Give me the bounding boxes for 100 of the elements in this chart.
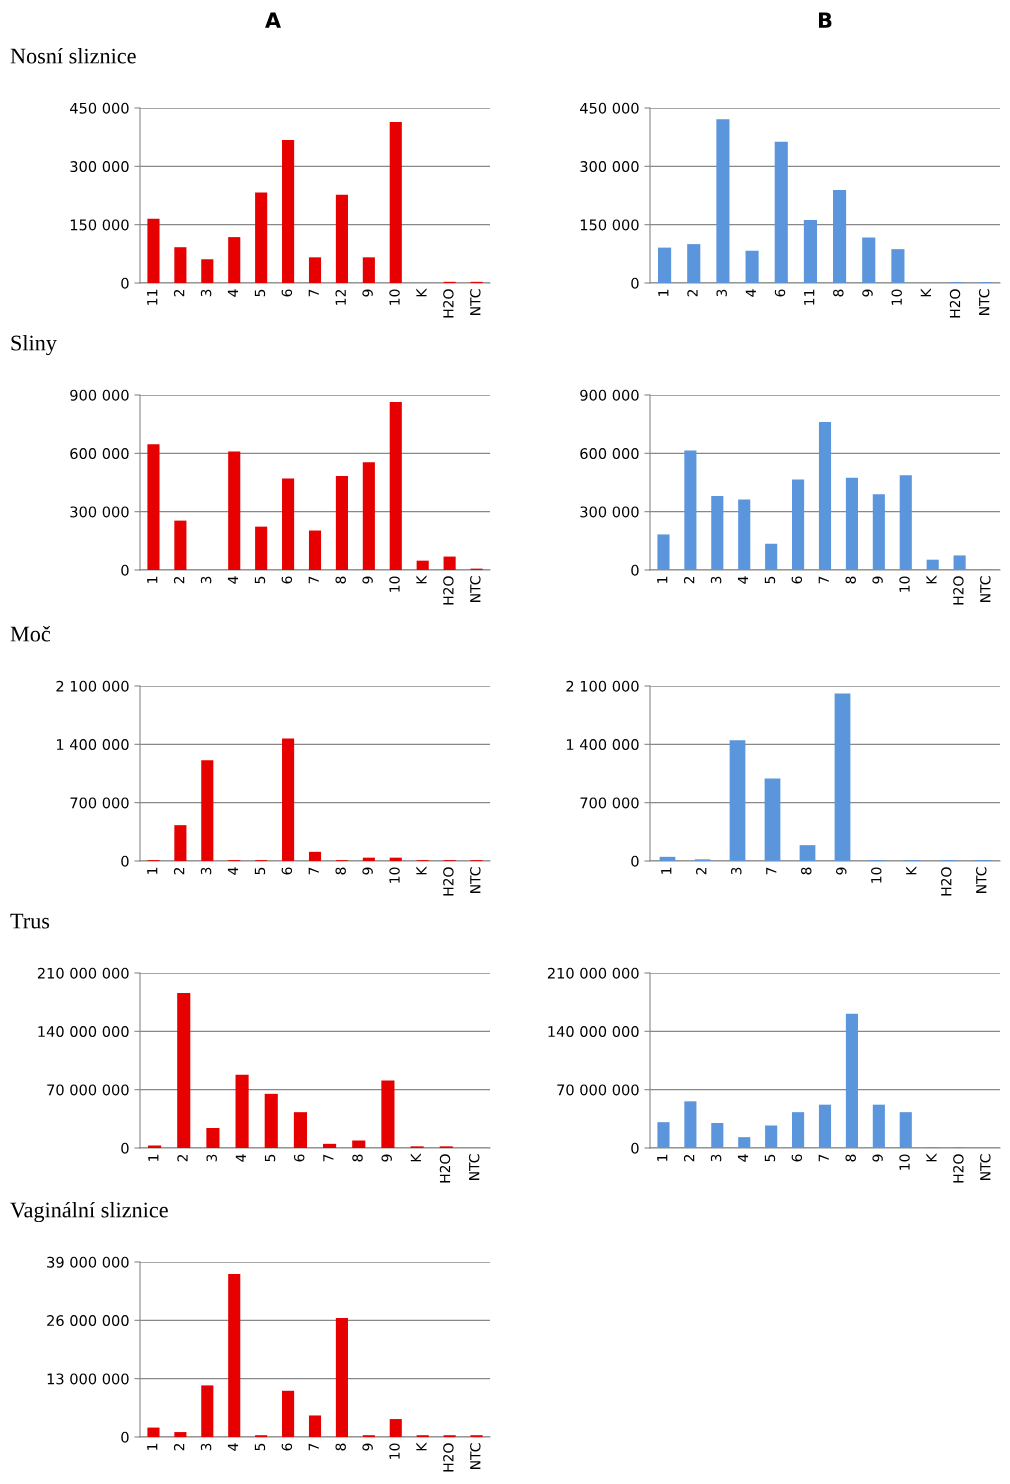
bar: [282, 139, 295, 283]
y-tick-label: 300 000: [580, 506, 639, 518]
x-tick-label: 3: [710, 1154, 722, 1162]
x-tick-label: 4: [227, 289, 239, 297]
bar: [228, 451, 241, 570]
x-tick-label: 5: [254, 867, 266, 875]
x-tick-label: 2: [683, 576, 695, 584]
x-tick-label: K: [416, 866, 427, 875]
bar: [282, 1390, 295, 1437]
x-tick-label: 5: [264, 1154, 276, 1162]
y-tick-label: 2 100 000: [56, 680, 129, 692]
x-tick-label: 8: [845, 1154, 856, 1162]
x-tick-label: 11: [804, 289, 815, 305]
x-tick-label: 2: [177, 1154, 188, 1162]
bar: [803, 220, 817, 283]
bar: [228, 1274, 241, 1437]
bar: [711, 1123, 724, 1148]
x-tick-label: 1: [657, 576, 668, 583]
chart-title: Sliny: [11, 334, 57, 356]
bar: [738, 499, 751, 570]
x-tick-label: 3: [200, 576, 212, 584]
bar: [228, 237, 241, 283]
bar: [293, 1112, 307, 1148]
text: A: [265, 12, 281, 28]
bar: [899, 1112, 912, 1148]
x-tick-label: 10: [899, 576, 910, 592]
x-tick-label: 3: [200, 289, 212, 297]
x-tick-label: 5: [254, 576, 266, 584]
x-tick-label: 1: [658, 289, 669, 296]
x-tick-label: NTC: [470, 576, 481, 602]
x-tick-label: 10: [899, 1154, 910, 1170]
x-tick-label: K: [906, 866, 917, 875]
bar: [799, 845, 816, 861]
x-tick-label: NTC: [978, 289, 990, 315]
x-tick-label: 5: [254, 1443, 266, 1451]
x-tick-label: 4: [227, 1443, 239, 1451]
y-tick-label: 0: [121, 1142, 129, 1154]
y-tick-label: 0: [121, 564, 129, 576]
x-tick-label: 4: [227, 867, 239, 875]
x-tick-label: 8: [335, 1443, 346, 1451]
y-tick-label: 150 000: [70, 219, 129, 231]
x-tick-label: 3: [716, 289, 727, 297]
x-tick-label: NTC: [980, 576, 991, 602]
bar: [711, 495, 724, 570]
bar: [416, 560, 429, 570]
x-tick-label: 6: [281, 576, 293, 584]
x-tick-label: 5: [764, 1154, 776, 1162]
bar: [147, 444, 160, 570]
bar: [872, 1104, 885, 1148]
x-tick-label: NTC: [468, 1154, 480, 1180]
x-tick-label: 3: [200, 867, 212, 875]
x-tick-label: 2: [173, 289, 185, 297]
bar: [745, 250, 759, 283]
x-tick-label: 6: [281, 1443, 293, 1451]
x-tick-label: 6: [281, 289, 293, 297]
y-tick-label: 0: [631, 277, 639, 289]
bar: [174, 1432, 187, 1437]
x-tick-label: 9: [872, 1154, 883, 1162]
y-tick-label: 150 000: [580, 219, 639, 231]
x-tick-label: H2O: [443, 1443, 454, 1472]
x-tick-label: 2: [173, 867, 185, 875]
bar: [362, 857, 375, 861]
y-tick-label: 900 000: [70, 389, 129, 401]
x-tick-label: 6: [791, 576, 803, 584]
x-tick-label: 9: [362, 576, 373, 584]
x-tick-label: 8: [833, 289, 844, 297]
x-tick-label: 8: [335, 576, 346, 584]
x-tick-label: 2: [683, 1154, 695, 1162]
x-tick-label: 5: [254, 289, 266, 297]
y-tick-label: 0: [121, 1431, 129, 1443]
x-tick-label: 3: [206, 1154, 217, 1162]
bar: [659, 856, 676, 861]
bar: [174, 247, 187, 283]
bar: [264, 1093, 278, 1148]
text: B: [818, 12, 832, 28]
bar: [684, 450, 697, 570]
bar: [389, 402, 402, 570]
x-tick-label: H2O: [439, 1154, 451, 1183]
bar: [872, 494, 885, 570]
bar: [282, 738, 295, 861]
y-tick-label: 70 000 000: [47, 1084, 129, 1096]
x-tick-label: 10: [389, 576, 400, 592]
x-tick-label: 2: [173, 576, 185, 584]
bar: [147, 1427, 160, 1437]
y-tick-label: 700 000: [70, 797, 129, 809]
x-tick-label: 8: [335, 867, 346, 875]
x-tick-label: 1: [148, 1154, 159, 1161]
y-tick-label: 210 000 000: [547, 967, 639, 979]
y-tick-label: 450 000: [69, 102, 129, 114]
bar: [235, 1074, 249, 1148]
x-tick-label: 4: [737, 1154, 749, 1162]
y-tick-label: 600 000: [70, 448, 129, 460]
bar: [657, 534, 670, 570]
bar: [308, 257, 322, 283]
bar: [765, 1125, 778, 1148]
x-tick-label: 9: [872, 576, 883, 584]
x-tick-label: 2: [173, 1443, 185, 1451]
bar: [335, 194, 348, 283]
x-tick-label: 3: [710, 576, 722, 584]
x-tick-label: 5: [764, 576, 776, 584]
